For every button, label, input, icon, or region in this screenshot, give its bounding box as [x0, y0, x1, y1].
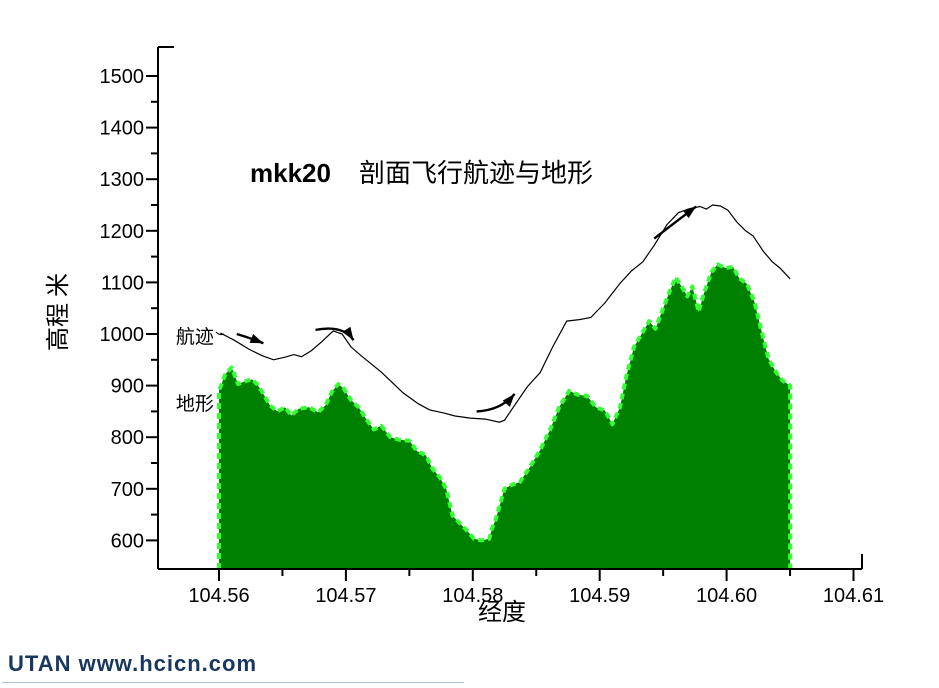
direction-arrow-icon [653, 205, 697, 240]
x-tick-label: 104.61 [823, 585, 884, 607]
footer-watermark: UTAN www.hcicn.com [8, 651, 257, 677]
y-tick-label: 900 [111, 376, 144, 398]
axes [146, 46, 863, 581]
flight-path-line [220, 204, 791, 423]
x-tick-label: 104.59 [569, 585, 630, 607]
x-tick-label: 104.57 [315, 585, 376, 607]
x-axis-label: 经度 [478, 599, 526, 626]
y-tick-label: 700 [111, 479, 144, 501]
y-tick-label: 1300 [100, 169, 145, 191]
tick-labels: 600 700 800 900 1000 1100 1200 1300 1400 1500 104.… [100, 66, 885, 607]
y-tick-label: 1200 [100, 221, 145, 243]
terrain-edge [217, 262, 793, 569]
x-tick-label: 104.56 [188, 585, 249, 607]
direction-arrow-icon [315, 326, 355, 341]
x-tick-label: 104.60 [696, 585, 757, 607]
y-tick-label: 600 [111, 530, 144, 552]
label-connector [215, 331, 225, 336]
terrain-area [219, 264, 791, 569]
flight-path-label: 航迹 [176, 326, 214, 348]
y-tick-label: 1500 [100, 66, 145, 88]
chart-title-prefix: mkk20 [250, 158, 331, 188]
y-tick-label: 1400 [100, 118, 145, 140]
y-tick-label: 1000 [100, 324, 145, 346]
x-tick-label: 104.58 [442, 585, 503, 607]
direction-arrow-icon [236, 332, 264, 345]
chart-title: mkk20 剖面飞行航迹与地形 [250, 158, 593, 188]
chart-title-main: 剖面飞行航迹与地形 [359, 159, 593, 188]
y-axis-label: 高程 米 [45, 273, 72, 351]
y-tick-label: 800 [111, 427, 144, 449]
terrain-label: 地形 [176, 393, 214, 415]
y-tick-label: 1100 [101, 272, 144, 294]
direction-arrow-icon [476, 393, 516, 413]
footer-link[interactable]: UTAN www.hcicn.com [8, 651, 258, 676]
footer-underline [2, 682, 464, 683]
